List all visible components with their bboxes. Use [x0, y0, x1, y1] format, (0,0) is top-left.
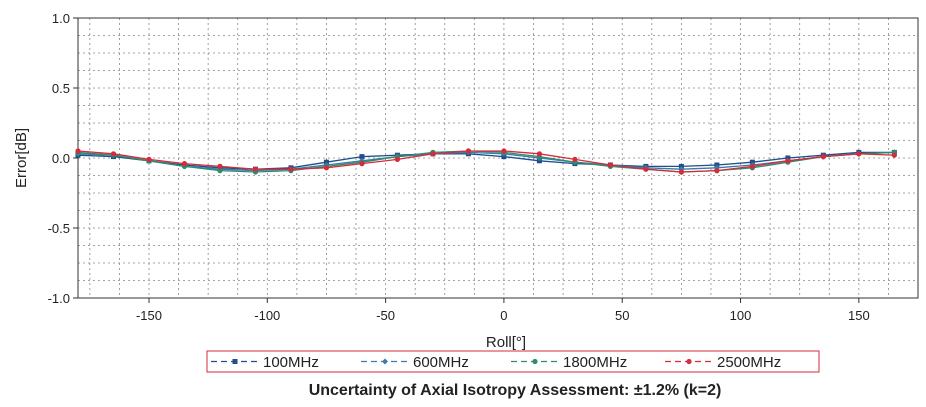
data-point	[430, 151, 436, 157]
data-point	[359, 161, 365, 167]
legend-label: 600MHz	[413, 354, 469, 371]
legend-swatch-marker	[382, 358, 388, 365]
data-point	[856, 151, 862, 157]
data-point	[607, 162, 613, 168]
x-tick-label: -100	[254, 308, 280, 323]
data-point	[146, 156, 152, 162]
legend-swatch-marker	[532, 358, 538, 365]
series-line	[77, 150, 895, 173]
x-axis-title: Roll[°]	[486, 334, 526, 351]
y-tick-label: 0.0	[52, 151, 70, 166]
series-600MHz	[75, 149, 898, 174]
data-point	[465, 148, 472, 154]
y-axis-title: Error[dB]	[13, 128, 30, 188]
series-line	[77, 151, 895, 170]
data-point	[394, 156, 401, 162]
legend-swatch-marker	[686, 358, 692, 365]
data-point	[820, 154, 826, 160]
data-point	[572, 156, 578, 162]
y-tick-label: 0.5	[52, 81, 70, 96]
legend-label: 2500MHz	[717, 354, 781, 371]
legend-item: 100MHz	[211, 354, 319, 371]
data-point	[110, 151, 117, 157]
legend-item: 600MHz	[361, 354, 469, 371]
series-line	[77, 150, 895, 173]
data-point	[181, 161, 188, 167]
x-tick-label: 150	[848, 308, 870, 323]
data-point	[288, 166, 294, 172]
legend-item: 2500MHz	[665, 354, 781, 371]
data-point	[643, 166, 649, 172]
series-1800MHz	[75, 148, 897, 175]
x-tick-label: 50	[615, 308, 629, 323]
legend-label: 1800MHz	[563, 354, 627, 371]
legend-item: 1800MHz	[511, 354, 627, 371]
x-tick-label: 0	[500, 308, 507, 323]
x-tick-label: 100	[730, 308, 752, 323]
data-point	[714, 168, 720, 174]
series-2500MHz	[75, 148, 897, 175]
data-point	[501, 148, 507, 154]
data-point	[678, 169, 684, 175]
y-tick-label: -0.5	[48, 221, 70, 236]
legend: 100MHz 600MHz 1800MHz 2500MHz	[206, 350, 820, 373]
data-point	[785, 158, 791, 164]
series-layer	[75, 148, 898, 175]
data-point	[75, 148, 81, 154]
x-tick-label: -150	[136, 308, 162, 323]
data-point	[217, 163, 223, 169]
data-point	[217, 168, 223, 174]
data-point	[891, 152, 897, 158]
x-tick-label: -50	[376, 308, 395, 323]
legend-swatch-marker	[232, 359, 238, 364]
series-line	[77, 151, 895, 172]
data-point	[536, 151, 543, 157]
data-point	[359, 154, 365, 160]
data-point	[323, 165, 330, 171]
chart-caption: Uncertainty of Axial Isotropy Assessment…	[309, 382, 722, 399]
y-tick-label: 1.0	[52, 11, 70, 26]
ticks: -150 -100 -50 0 50 100 150 -1.0 -0.5 0.0 0.5 1.0	[48, 11, 870, 323]
legend-label: 100MHz	[263, 354, 319, 371]
data-point	[252, 166, 259, 172]
y-tick-label: -1.0	[48, 291, 70, 306]
data-point	[749, 163, 755, 169]
